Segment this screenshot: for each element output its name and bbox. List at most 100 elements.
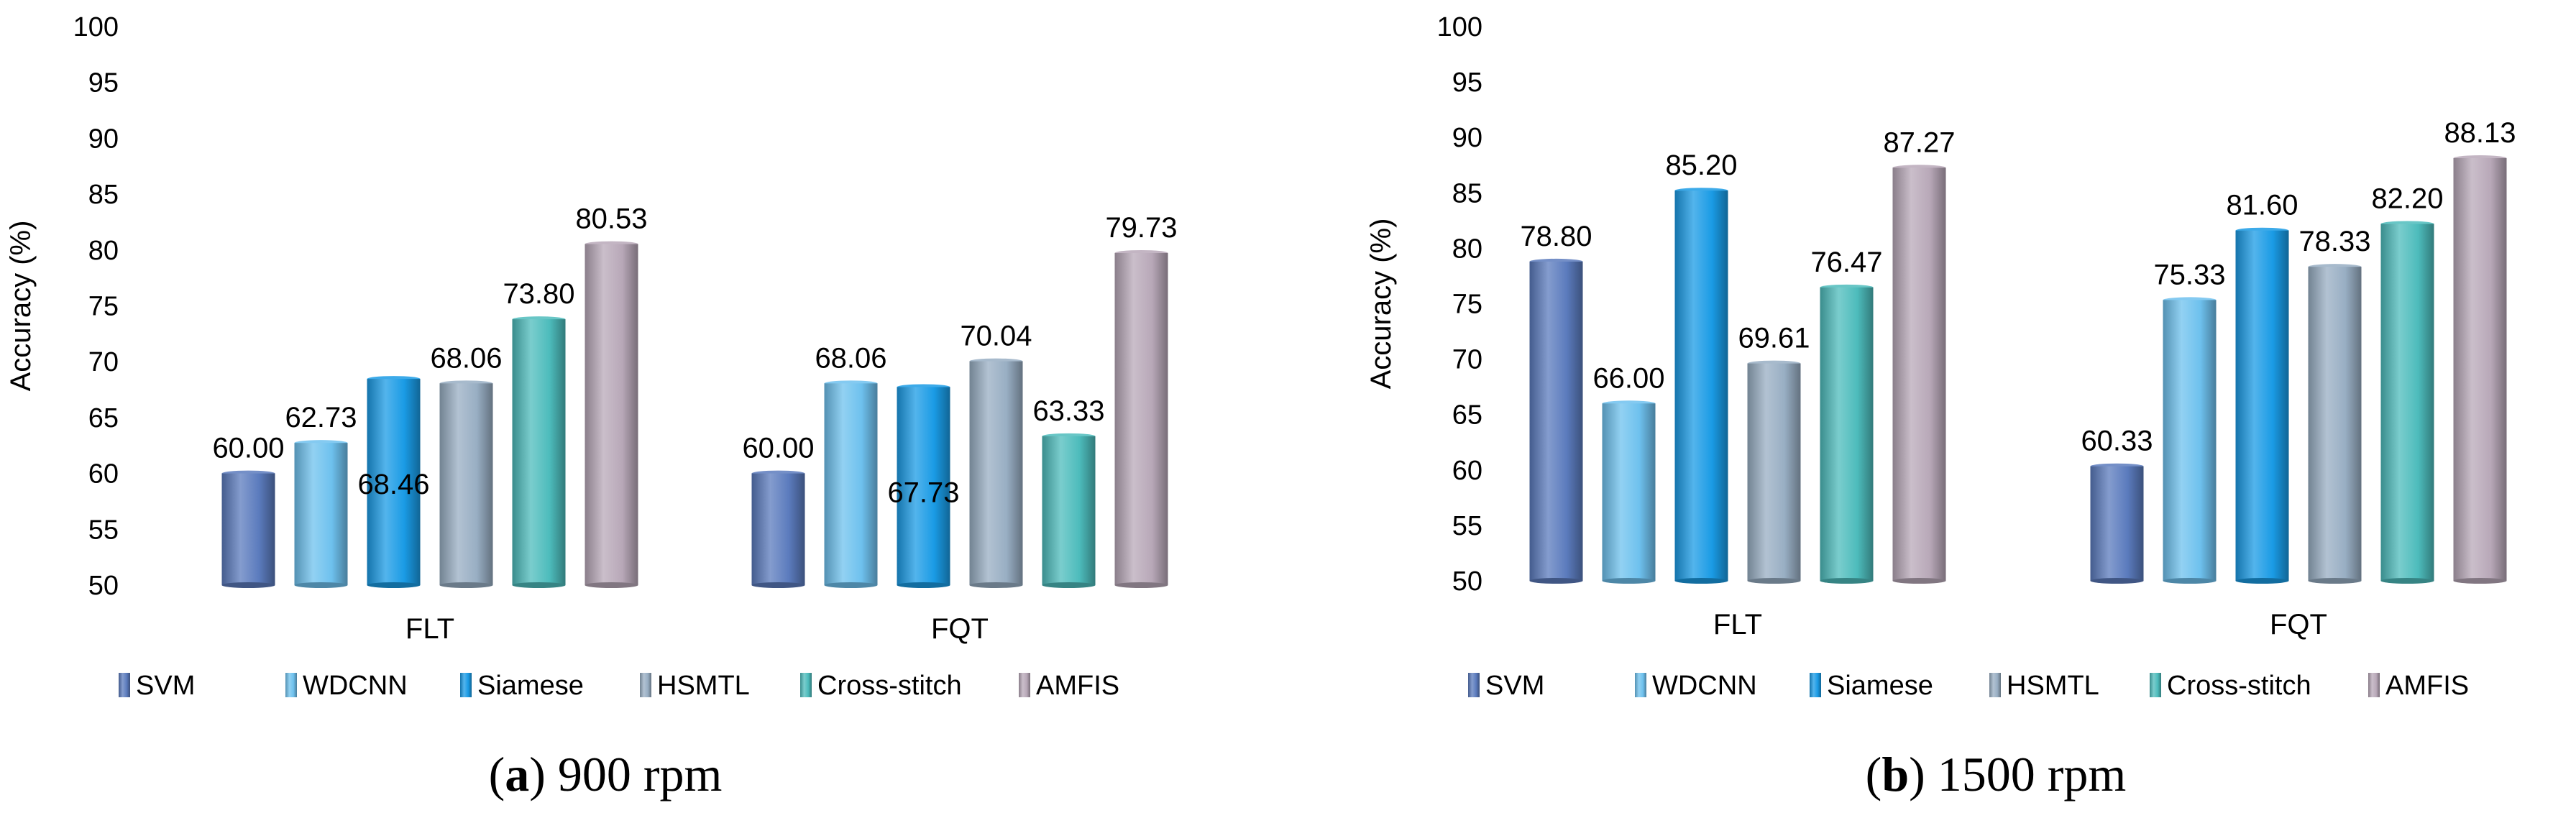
chart-b: 50 55 60 65 70 75 80 85 90 95 100 Accuracy (%) 78.80… (1365, 12, 2516, 801)
legend-label-siamese: Siamese (1827, 671, 1933, 701)
bar-wdcnn-fqt (2163, 300, 2217, 581)
bar-base-hsmtl (969, 582, 1023, 588)
subfigure-caption: (b) 1500 rpm (1866, 747, 2127, 801)
legend-swatch-wdcnn (1635, 673, 1646, 697)
y-tick-label: 85 (1452, 178, 1482, 208)
y-tick-label: 100 (73, 12, 119, 42)
data-label: 68.46 (357, 469, 429, 500)
y-tick-label: 90 (88, 124, 119, 154)
legend-label-hsmtl: HSMTL (2007, 671, 2099, 701)
data-label: 69.61 (1738, 323, 1810, 354)
data-label: 66.00 (1592, 362, 1664, 394)
bar-svm-flt (221, 473, 275, 585)
legend: SVM WDCNN Siamese HSMTL Cross-stitch AMFIS (1468, 671, 2469, 701)
bar-cross-stitch-fqt (1042, 436, 1096, 585)
legend-label-wdcnn: WDCNN (303, 671, 408, 701)
bar-hsmtl-fqt (969, 361, 1023, 585)
legend-label-siamese: Siamese (477, 671, 584, 701)
data-label: 68.06 (815, 342, 886, 374)
legend-swatch-svm (1468, 673, 1480, 697)
legend-label-wdcnn: WDCNN (1652, 671, 1757, 701)
bar-base-cross-stitch (512, 582, 566, 588)
bar-base-svm (2090, 578, 2144, 584)
bar-base-amfis (1892, 578, 1946, 584)
data-label: 60.33 (2081, 426, 2153, 457)
legend-swatch-cross-stitch (800, 673, 812, 697)
y-tick-label: 55 (88, 515, 119, 545)
legend-swatch-svm (119, 673, 130, 697)
data-label: 73.80 (503, 278, 574, 310)
bar-base-hsmtl (439, 582, 493, 588)
legend-swatch-amfis (1019, 673, 1030, 697)
bar-base-amfis (585, 582, 638, 588)
bar-base-amfis (1114, 582, 1168, 588)
chart-a: 50 55 60 65 70 75 80 85 90 95 100 Accuracy (%) 60.00… (5, 12, 1178, 801)
legend-swatch-hsmtl (640, 673, 651, 697)
bar-base-svm (751, 582, 805, 588)
bar-base-hsmtl (2308, 578, 2362, 584)
y-tick-label: 70 (1452, 345, 1482, 375)
bar-hsmtl-flt (439, 383, 493, 585)
y-tick-label: 95 (1452, 68, 1482, 98)
legend-label-amfis: AMFIS (2385, 671, 2469, 701)
bar-base-amfis (2453, 578, 2507, 584)
legend-label-svm: SVM (136, 671, 195, 701)
bar-base-cross-stitch (2380, 578, 2434, 584)
data-label: 78.33 (2298, 226, 2370, 257)
y-tick-label: 70 (88, 347, 119, 377)
bar-svm-fqt (2090, 466, 2144, 581)
data-label: 68.06 (430, 342, 502, 374)
bar-base-svm (1529, 578, 1583, 584)
bar-amfis-fqt (1114, 252, 1168, 585)
data-label: 62.73 (285, 402, 357, 433)
bar-wdcnn-flt (294, 443, 348, 585)
bar-base-siamese (2235, 578, 2289, 584)
bar-base-siamese (897, 582, 950, 588)
bar-base-wdcnn (294, 582, 348, 588)
y-tick-label: 80 (88, 236, 119, 266)
y-tick-label: 60 (88, 459, 119, 490)
bar-amfis-fqt (2453, 158, 2507, 581)
data-label: 88.13 (2444, 117, 2516, 149)
bar-amfis-flt (1892, 167, 1946, 581)
bar-base-siamese (367, 582, 421, 588)
legend-label-amfis: AMFIS (1036, 671, 1119, 701)
legend-swatch-cross-stitch (2150, 673, 2161, 697)
legend-label-cross-stitch: Cross-stitch (2167, 671, 2311, 701)
bar-base-wdcnn (2163, 578, 2217, 584)
data-label: 80.53 (575, 203, 647, 235)
bar-base-siamese (1674, 578, 1728, 584)
data-label: 79.73 (1105, 212, 1177, 244)
data-label: 67.73 (887, 477, 959, 508)
bar-siamese-flt (367, 379, 421, 585)
bar-cross-stitch-flt (512, 319, 566, 585)
bar-base-wdcnn (824, 582, 878, 588)
y-tick-label: 65 (88, 403, 119, 433)
legend-label-hsmtl: HSMTL (657, 671, 750, 701)
bar-svm-fqt (751, 473, 805, 585)
bar-hsmtl-flt (1747, 363, 1801, 581)
y-axis-label: Accuracy (%) (5, 221, 37, 392)
y-tick-label: 65 (1452, 400, 1482, 431)
y-tick-label: 55 (1452, 511, 1482, 541)
bar-cross-stitch-flt (1820, 287, 1874, 581)
bar-base-hsmtl (1747, 578, 1801, 584)
y-tick-label: 75 (88, 292, 119, 322)
data-label: 60.00 (742, 433, 814, 464)
legend-label-svm: SVM (1485, 671, 1544, 701)
bar-svm-flt (1529, 261, 1583, 581)
bar-siamese-flt (1674, 190, 1728, 581)
bar-hsmtl-fqt (2308, 267, 2362, 581)
y-tick-label: 85 (88, 180, 119, 210)
legend: SVM WDCNN Siamese HSMTL Cross-stitch AMFIS (119, 671, 1119, 701)
bar-cross-stitch-fqt (2380, 224, 2434, 581)
bar-wdcnn-fqt (824, 383, 878, 585)
data-label: 76.47 (1810, 247, 1882, 278)
bar-base-cross-stitch (1042, 582, 1096, 588)
y-tick-label: 80 (1452, 234, 1482, 264)
data-label: 85.20 (1665, 150, 1737, 181)
y-tick-label: 50 (1452, 566, 1482, 597)
y-tick-label: 95 (88, 68, 119, 98)
y-tick-label: 60 (1452, 456, 1482, 486)
